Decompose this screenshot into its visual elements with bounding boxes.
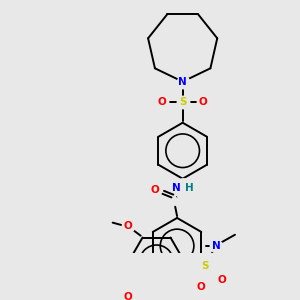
- Text: S: S: [201, 262, 209, 272]
- Text: N: N: [178, 77, 187, 87]
- Text: S: S: [179, 97, 186, 107]
- Text: O: O: [199, 97, 208, 107]
- Text: O: O: [123, 292, 132, 300]
- Text: H: H: [184, 183, 193, 193]
- Text: O: O: [196, 282, 205, 292]
- Text: O: O: [158, 97, 167, 107]
- Text: N: N: [212, 241, 220, 251]
- Text: O: O: [123, 221, 132, 231]
- Text: O: O: [218, 274, 226, 285]
- Text: N: N: [172, 183, 181, 193]
- Text: O: O: [150, 185, 159, 195]
